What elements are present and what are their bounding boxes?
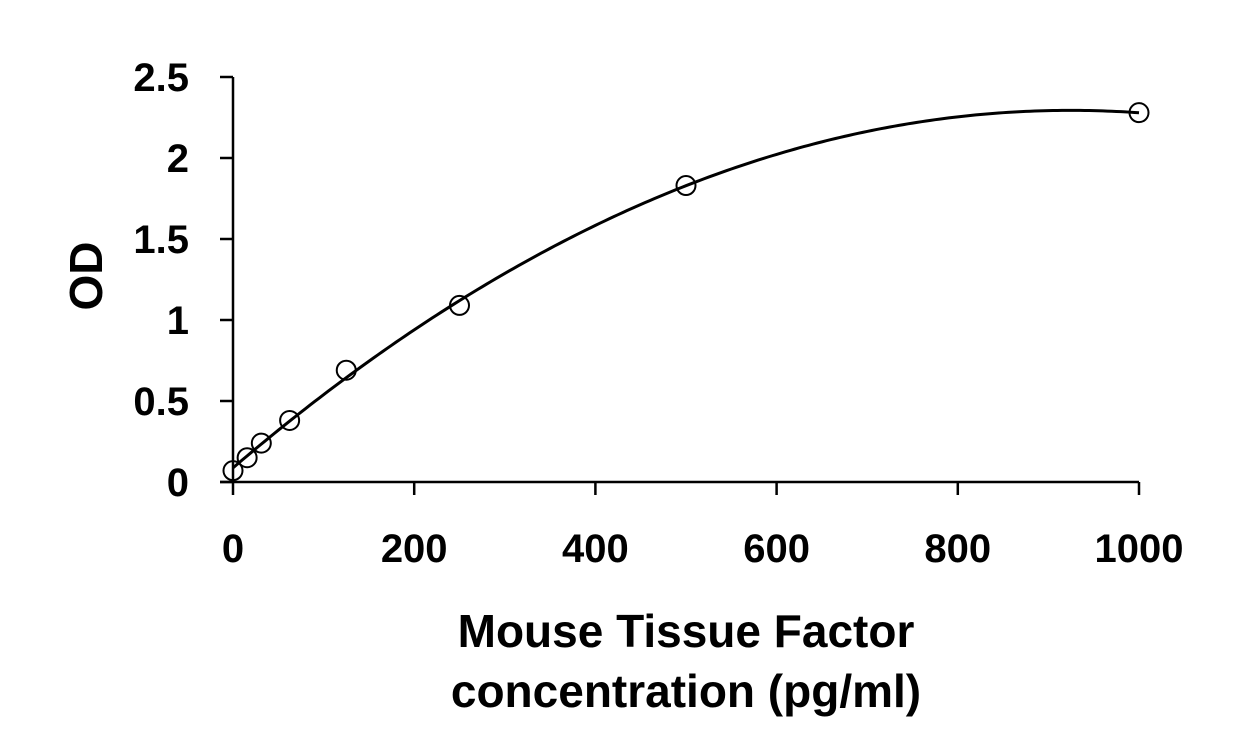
data-points	[222, 102, 1150, 482]
data-point	[279, 409, 301, 431]
data-point	[1128, 102, 1150, 124]
y-tick-label: 1	[167, 299, 189, 343]
y-tick-label: 2	[167, 137, 189, 181]
x-tick-label: 400	[562, 527, 629, 571]
y-tick-label: 0	[167, 461, 189, 505]
data-point	[449, 294, 470, 316]
x-axis-title-line-2: concentration (pg/ml)	[451, 665, 921, 717]
data-point	[250, 432, 272, 454]
fit-curve	[232, 108, 1140, 469]
data-point	[675, 175, 697, 197]
data-point	[236, 447, 258, 469]
x-tick-label: 800	[924, 527, 991, 571]
y-tick-label: 2.5	[133, 56, 189, 100]
y-axis-title: OD	[60, 242, 112, 311]
y-axis: 0 0.5 1 1.5 2 2.5	[133, 56, 235, 505]
data-point	[222, 460, 244, 482]
x-axis-title-line-1: Mouse Tissue Factor	[458, 605, 915, 657]
y-tick-label: 0.5	[133, 380, 189, 424]
x-tick-label: 1000	[1095, 527, 1184, 571]
x-tick-label: 600	[743, 527, 810, 571]
fit-curve-line	[232, 108, 1140, 469]
data-point	[335, 359, 357, 381]
y-tick-label: 1.5	[133, 218, 189, 262]
x-tick-label: 200	[381, 527, 448, 571]
x-tick-label: 0	[222, 527, 244, 571]
x-axis: 0 200 400 600 800 1000	[220, 480, 1184, 571]
